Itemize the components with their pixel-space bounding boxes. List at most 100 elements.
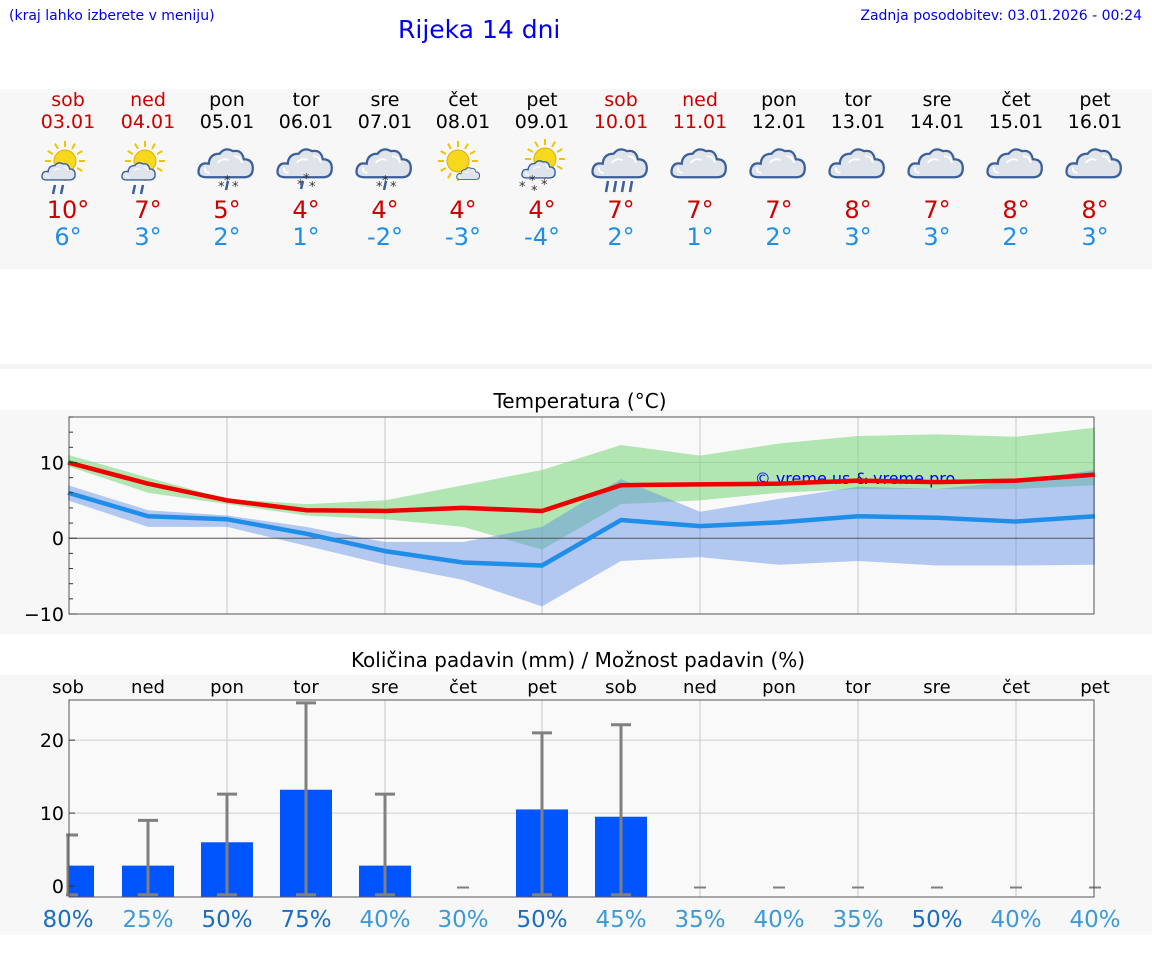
day-column: ned 04.01 7° 3° — [108, 89, 188, 251]
partly-sunny-snow-icon: * * ** — [519, 139, 565, 195]
partly-sunny-rain-icon — [121, 141, 165, 195]
precipitation-probability: 40% — [359, 907, 410, 933]
day-date: 13.01 — [830, 111, 886, 133]
day-name: ned — [682, 89, 718, 111]
cloudy-icon — [828, 148, 885, 179]
day-name: pon — [209, 89, 245, 111]
precipitation-day-label: čet — [449, 677, 477, 698]
precipitation-probability: 80% — [42, 907, 93, 933]
day-date: 12.01 — [751, 111, 807, 133]
cloudy-icon — [986, 148, 1043, 179]
day-column: tor 13.01 8° 3° — [818, 89, 898, 251]
precipitation-day-label: sob — [605, 677, 637, 698]
precipitation-chart-title: Količina padavin (mm) / Možnost padavin … — [351, 648, 805, 672]
partly-sunny-rain-icon — [41, 141, 85, 195]
day-date: 14.01 — [909, 111, 965, 133]
precipitation-probability: 50% — [516, 907, 567, 933]
svg-text:*: * — [529, 174, 536, 189]
day-column: pon 05.01 * * * 5° 2° — [187, 89, 267, 251]
precipitation-probability: 40% — [1069, 907, 1120, 933]
day-name: tor — [292, 89, 320, 111]
temp-max: 4° — [371, 196, 399, 224]
temp-max: 8° — [844, 196, 872, 224]
temp-min: 1° — [292, 223, 320, 251]
cloudy-sleet-icon: * ** — [355, 148, 412, 195]
daily-forecast-panel: sob 03.01 10° 6° ned 04.01 7° 3° pon 05.01 * * * 5… — [0, 89, 1152, 269]
temperature-y-tick-label: −10 — [24, 604, 64, 626]
temperature-y-tick-label: 10 — [40, 452, 64, 474]
temp-max: 7° — [607, 196, 635, 224]
sun-small-cloud-icon — [438, 141, 481, 181]
svg-text:*: * — [232, 180, 239, 195]
divider — [0, 364, 1152, 369]
svg-text:*: * — [376, 180, 383, 195]
cloudy-snow-icon: * ** — [276, 148, 333, 195]
temp-min: 3° — [134, 223, 162, 251]
svg-text:*: * — [541, 178, 548, 193]
precipitation-probability: 30% — [437, 907, 488, 933]
cloudy-heavy-rain-icon — [591, 148, 648, 193]
precipitation-day-label: pet — [527, 677, 557, 698]
cloudy-icon — [749, 148, 806, 179]
temp-min: 2° — [1002, 223, 1030, 251]
temp-min: -3° — [445, 223, 481, 251]
precipitation-probability: 35% — [832, 907, 883, 933]
temp-max: 8° — [1081, 196, 1109, 224]
precipitation-day-label: tor — [845, 677, 871, 698]
precipitation-y-tick-label: 0 — [52, 876, 64, 898]
day-name: sob — [604, 89, 638, 111]
precipitation-day-label: pon — [762, 677, 796, 698]
svg-text:*: * — [390, 180, 397, 195]
cloudy-icon — [670, 148, 727, 179]
precipitation-probability: 50% — [911, 907, 962, 933]
day-name: sre — [370, 89, 400, 111]
temp-max: 7° — [134, 196, 162, 224]
precipitation-day-label: tor — [293, 677, 319, 698]
precipitation-probability: 75% — [280, 907, 331, 933]
day-date: 15.01 — [988, 111, 1044, 133]
precipitation-probability: 40% — [753, 907, 804, 933]
svg-text:*: * — [309, 180, 316, 195]
temperature-plot-border — [68, 416, 1095, 615]
svg-text:*: * — [519, 180, 526, 195]
temp-max: 7° — [765, 196, 793, 224]
precipitation-day-label: sob — [52, 677, 84, 698]
day-date: 08.01 — [435, 111, 491, 133]
svg-text:*: * — [531, 184, 538, 195]
temperature-y-tick-label: 0 — [52, 528, 64, 550]
precipitation-probability: 35% — [674, 907, 725, 933]
location-hint[interactable]: (kraj lahko izberete v meniju) — [9, 8, 215, 24]
temp-max: 4° — [528, 196, 556, 224]
day-column: pet 09.01 * * * * 4° -4° — [502, 89, 582, 251]
precipitation-probability: 45% — [595, 907, 646, 933]
precipitation-plot-border — [68, 699, 1095, 898]
temp-min: -4° — [524, 223, 560, 251]
temp-min: 2° — [607, 223, 635, 251]
temp-min: 2° — [213, 223, 241, 251]
cloudy-icon — [907, 148, 964, 179]
day-name: tor — [844, 89, 872, 111]
temp-min: -2° — [367, 223, 403, 251]
day-column: sob 10.01 7° 2° — [581, 89, 661, 251]
day-column: ned 11.01 7° 1° — [660, 89, 740, 251]
temperature-max-range-band — [68, 427, 1095, 550]
page-title: Rijeka 14 dni — [398, 15, 561, 44]
day-column: sre 07.01 * * * 4° -2° — [345, 89, 425, 251]
day-name: ned — [130, 89, 166, 111]
temp-max: 7° — [686, 196, 714, 224]
last-updated: Zadnja posodobitev: 03.01.2026 - 00:24 — [860, 8, 1142, 24]
day-date: 04.01 — [120, 111, 176, 133]
precipitation-day-label: ned — [131, 677, 165, 698]
precipitation-probability: 25% — [122, 907, 173, 933]
temp-min: 3° — [1081, 223, 1109, 251]
day-column: tor 06.01 * * * 4° 1° — [266, 89, 346, 251]
precipitation-day-label: sre — [371, 677, 398, 698]
svg-text:*: * — [224, 174, 231, 189]
temp-min: 6° — [54, 223, 82, 251]
day-date: 03.01 — [40, 111, 96, 133]
day-date: 09.01 — [514, 111, 570, 133]
temp-max: 7° — [923, 196, 951, 224]
temp-max: 4° — [292, 196, 320, 224]
day-column: čet 15.01 8° 2° — [976, 89, 1056, 251]
